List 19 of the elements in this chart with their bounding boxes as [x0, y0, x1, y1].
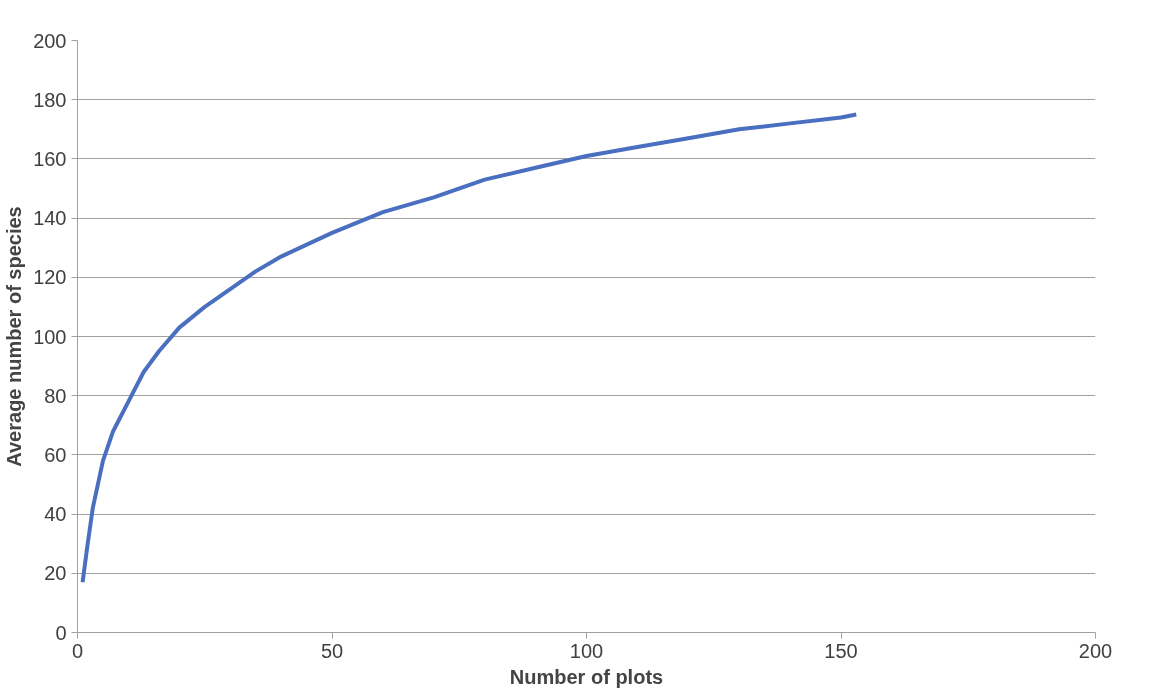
- y-tick-label: 160: [33, 147, 67, 170]
- y-tick-label: 80: [44, 384, 67, 407]
- y-tick-label: 0: [55, 621, 67, 644]
- y-tick-label: 40: [44, 503, 67, 526]
- y-tick-label: 180: [33, 88, 67, 111]
- y-tick-label: 60: [44, 443, 67, 466]
- x-tick-label: 200: [1078, 639, 1113, 662]
- x-tick-label: 50: [320, 639, 344, 662]
- line-series: [80, 112, 859, 585]
- x-axis-title: Number of plots: [509, 665, 664, 688]
- y-tick-label: 140: [33, 207, 67, 230]
- y-tick-label: 200: [33, 29, 67, 52]
- y-axis-title: Average number of species: [3, 206, 26, 467]
- y-tick-label: 20: [44, 562, 67, 585]
- x-tick-label: 0: [71, 639, 84, 662]
- y-tick-label: 100: [33, 325, 67, 348]
- x-tick-label: 150: [824, 639, 858, 662]
- y-tick-label: 120: [33, 266, 67, 289]
- x-tick-label: 100: [569, 639, 604, 662]
